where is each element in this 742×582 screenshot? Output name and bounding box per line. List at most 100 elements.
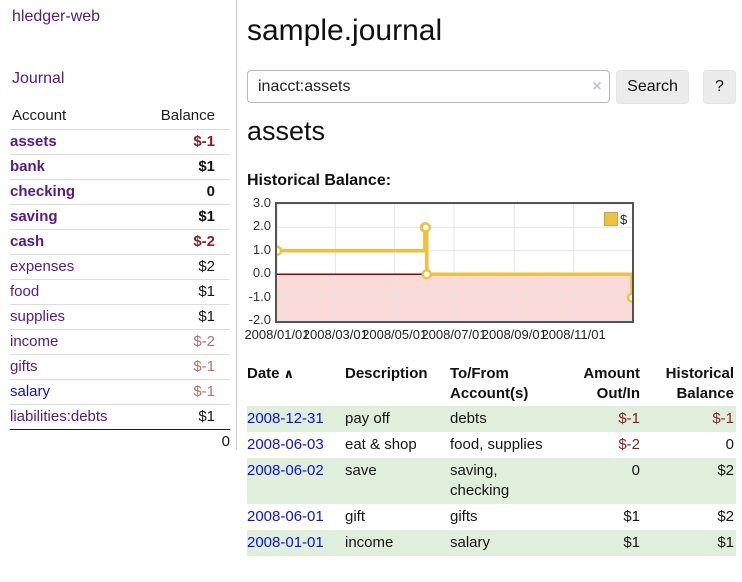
table-row: checking 0	[10, 179, 230, 205]
register-header-row: Date ∧ Description To/From Account(s) Amou…	[247, 362, 736, 406]
y-tick-label: 0.0	[252, 265, 271, 281]
historical-balance-label: Historical Balance:	[247, 172, 392, 189]
sidebar-account-cash[interactable]: cash	[10, 233, 45, 250]
transaction-date-link[interactable]: 2008-12-31	[247, 410, 324, 427]
sidebar-account-checking[interactable]: checking	[10, 183, 76, 200]
x-tick-label: 2008/11/01	[541, 327, 606, 342]
x-tick-label: 2008/07/01	[421, 327, 487, 342]
account-balance: $1	[198, 208, 215, 225]
balance-chart: $ 3.0 2.0 1.0 0.0 -1.0 -2.0 2008/01/01 2008/03/…	[244, 195, 647, 348]
table-row: liabilities:debts $1	[10, 404, 230, 430]
accounts-total-row: 0	[10, 429, 230, 455]
chart-plot-area	[275, 202, 634, 323]
sidebar-item-journal[interactable]: Journal	[12, 70, 65, 87]
transaction-amount: $1	[623, 534, 640, 551]
transaction-date-link[interactable]: 2008-06-03	[247, 436, 324, 453]
x-tick-label: 2008/01/01	[244, 327, 310, 342]
sidebar-account-supplies[interactable]: supplies	[10, 308, 66, 325]
transaction-description: save	[345, 462, 377, 479]
sidebar-account-salary[interactable]: salary	[10, 383, 51, 400]
y-tick-label: 2.0	[252, 218, 271, 234]
register-table: Date ∧ Description To/From Account(s) Amou…	[247, 362, 736, 556]
accounts-header-balance: Balance	[160, 107, 215, 124]
register-header-accounts: To/From Account(s)	[450, 365, 529, 402]
help-button[interactable]: ?	[703, 70, 736, 104]
page-title: sample.journal	[247, 14, 443, 48]
transaction-date-link[interactable]: 2008-06-01	[247, 508, 324, 525]
transaction-amount: 0	[631, 462, 640, 479]
account-heading: assets	[247, 116, 326, 146]
sidebar-account-food[interactable]: food	[10, 283, 40, 300]
transaction-accounts: saving, checking	[450, 462, 510, 499]
chart-legend: $	[604, 212, 627, 227]
sidebar-account-bank[interactable]: bank	[10, 158, 46, 175]
table-row: bank $1	[10, 154, 230, 180]
table-row: supplies $1	[10, 304, 230, 330]
table-row: salary $-1	[10, 379, 230, 405]
register-header-amount: Amount Out/In	[583, 365, 640, 402]
account-balance: $1	[198, 283, 215, 300]
sidebar-account-liabilities-debts[interactable]: liabilities:debts	[10, 408, 108, 425]
chart-border	[275, 202, 634, 323]
table-row: gifts $-1	[10, 354, 230, 380]
table-row: 2008-06-02 save saving, checking 0 $2	[247, 458, 736, 504]
transaction-balance: 0	[725, 436, 734, 453]
table-row: income $-2	[10, 329, 230, 355]
transaction-balance: $-1	[712, 410, 734, 427]
transaction-amount: $-2	[618, 436, 640, 453]
main-content: sample.journal × Search ? assets Histori…	[244, 0, 736, 582]
transaction-date-link[interactable]: 2008-06-02	[247, 462, 324, 479]
account-balance: $-2	[193, 233, 215, 250]
transaction-description: gift	[345, 508, 366, 525]
legend-swatch-icon	[604, 212, 618, 226]
register-header-date[interactable]: Date ∧	[247, 365, 295, 382]
table-row: food $1	[10, 279, 230, 305]
account-balance: $1	[198, 158, 215, 175]
account-balance: $1	[198, 408, 215, 425]
accounts-total: 0	[221, 433, 230, 450]
sidebar-account-gifts[interactable]: gifts	[10, 358, 38, 375]
transaction-balance: $1	[717, 534, 734, 551]
y-tick-label: 3.0	[252, 195, 271, 210]
x-tick-label: 2008/05/01	[362, 327, 428, 342]
account-balance: $-1	[193, 358, 215, 375]
sidebar-account-assets[interactable]: assets	[10, 133, 57, 150]
transaction-amount: $-1	[618, 410, 640, 427]
account-balance: $1	[198, 308, 215, 325]
search-button[interactable]: Search	[616, 70, 689, 104]
transaction-amount: $1	[623, 508, 640, 525]
account-balance: 0	[206, 183, 215, 200]
y-tick-label: 1.0	[252, 241, 271, 257]
transaction-description: income	[345, 534, 394, 551]
account-balance: $-1	[193, 383, 215, 400]
table-row: 2008-12-31 pay off debts $-1 $-1	[247, 406, 736, 432]
y-tick-label: -1.0	[248, 288, 271, 304]
y-tick-label: -2.0	[248, 312, 271, 327]
sidebar-account-expenses[interactable]: expenses	[10, 258, 75, 275]
accounts-header-row: Account Balance	[10, 103, 230, 130]
transaction-accounts: salary	[450, 534, 491, 551]
sidebar-account-income[interactable]: income	[10, 333, 59, 350]
clear-search-icon[interactable]: ×	[592, 78, 602, 95]
table-row: expenses $2	[10, 254, 230, 280]
data-point-marker	[420, 222, 432, 233]
app-title-link[interactable]: hledger-web	[12, 8, 101, 25]
register-header-description: Description	[345, 365, 428, 382]
account-balance: $-1	[193, 133, 215, 150]
data-point-marker	[421, 268, 433, 280]
transaction-description: pay off	[345, 410, 390, 427]
transaction-accounts: debts	[450, 410, 487, 427]
transaction-description: eat & shop	[345, 436, 417, 453]
legend-label: $	[620, 212, 628, 227]
transaction-accounts: gifts	[450, 508, 478, 525]
search-input[interactable]	[247, 70, 610, 103]
transaction-balance: $2	[717, 462, 734, 479]
table-row: 2008-06-01 gift gifts $1 $2	[247, 504, 736, 530]
sort-asc-icon: ∧	[283, 366, 295, 381]
transaction-date-link[interactable]: 2008-01-01	[247, 534, 324, 551]
transaction-balance: $2	[717, 508, 734, 525]
account-balance: $2	[198, 258, 215, 275]
table-row: saving $1	[10, 204, 230, 230]
sidebar-account-saving[interactable]: saving	[10, 208, 58, 225]
